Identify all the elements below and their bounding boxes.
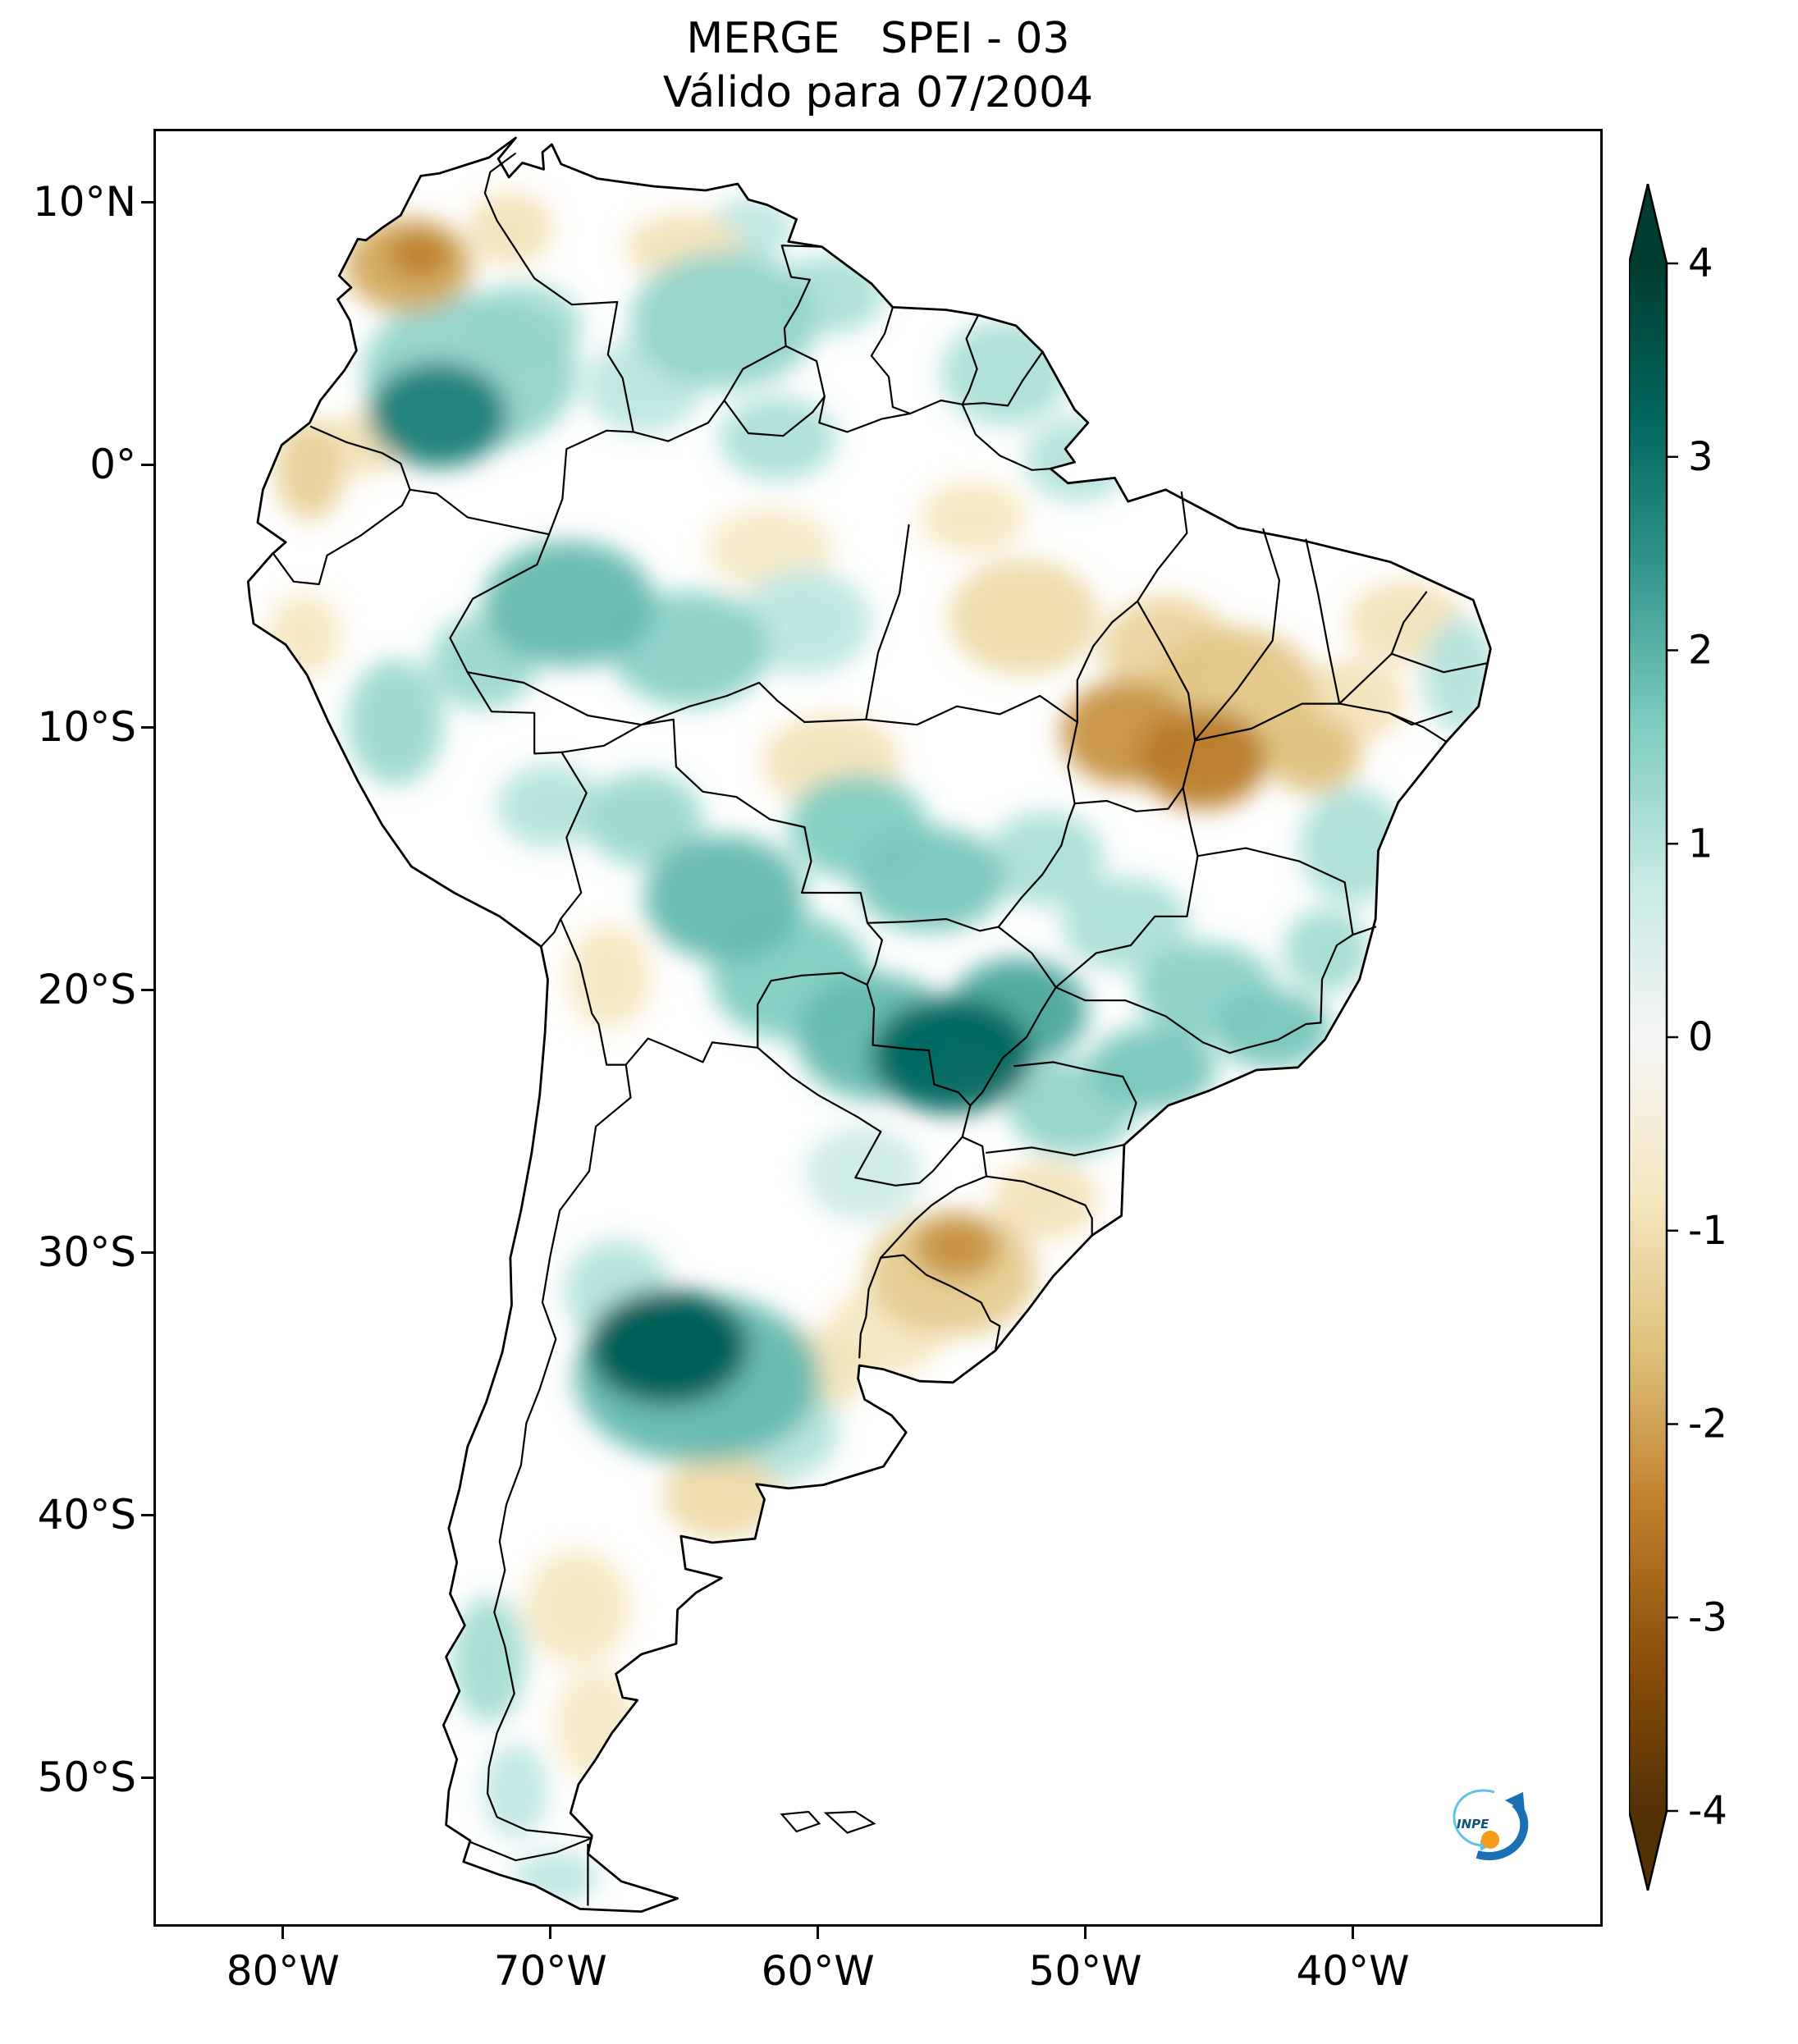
inpe-logo-text: INPE <box>1457 1817 1489 1831</box>
x-tick-mark <box>817 1927 820 1939</box>
y-tick-mark <box>141 725 153 729</box>
colorbar: 4 3 2 1 0 -1 -2 -3 -4 <box>1629 184 1727 1891</box>
colorbar-tick-label: 0 <box>1688 1014 1713 1060</box>
chart-title: MERGE SPEI - 03 <box>686 14 1070 63</box>
y-tick-mark <box>141 988 153 991</box>
x-tick-label: 50°W <box>1028 1947 1142 1995</box>
x-tick-mark <box>281 1927 285 1939</box>
chart-subtitle: Válido para 07/2004 <box>662 68 1094 117</box>
colorbar-tick-label: 3 <box>1688 434 1713 480</box>
colorbar-tick-label: 2 <box>1688 628 1713 674</box>
x-tick-label: 70°W <box>493 1947 607 1995</box>
x-tick-mark <box>549 1927 552 1939</box>
inpe-logo-globe-icon <box>1481 1831 1499 1849</box>
y-tick-mark <box>141 463 153 466</box>
x-tick-mark <box>1084 1927 1087 1939</box>
colorbar-tick-label: 1 <box>1688 821 1713 867</box>
y-tick-label: 40°S <box>37 1491 136 1539</box>
colorbar-tick-label: -4 <box>1688 1788 1727 1834</box>
colorbar-tick-label: -3 <box>1688 1594 1727 1640</box>
map-frame: INPE <box>153 129 1603 1927</box>
x-tick-label: 60°W <box>761 1947 875 1995</box>
x-tick-mark <box>1352 1927 1355 1939</box>
colorbar-tick-label: -2 <box>1688 1402 1727 1447</box>
y-tick-label: 0° <box>89 441 136 489</box>
y-tick-label: 30°S <box>37 1228 136 1277</box>
inpe-logo: INPE <box>1453 1789 1529 1861</box>
y-tick-mark <box>141 1776 153 1779</box>
x-tick-label: 40°W <box>1296 1947 1410 1995</box>
y-tick-mark <box>141 1513 153 1516</box>
y-tick-label: 20°S <box>37 966 136 1014</box>
y-tick-mark <box>141 1251 153 1254</box>
colorbar-tick-label: -1 <box>1688 1208 1727 1254</box>
x-tick-label: 80°W <box>226 1947 340 1995</box>
y-tick-label: 10°N <box>32 178 136 226</box>
title-block: MERGE SPEI - 03 Válido para 07/2004 <box>156 11 1600 120</box>
y-tick-mark <box>141 200 153 203</box>
map-canvas <box>247 136 1492 1913</box>
y-tick-label: 50°S <box>37 1754 136 1802</box>
inpe-logo-arrow-icon <box>1475 1792 1529 1861</box>
colorbar-tick-label: 4 <box>1688 240 1713 286</box>
y-tick-label: 10°S <box>37 703 136 752</box>
